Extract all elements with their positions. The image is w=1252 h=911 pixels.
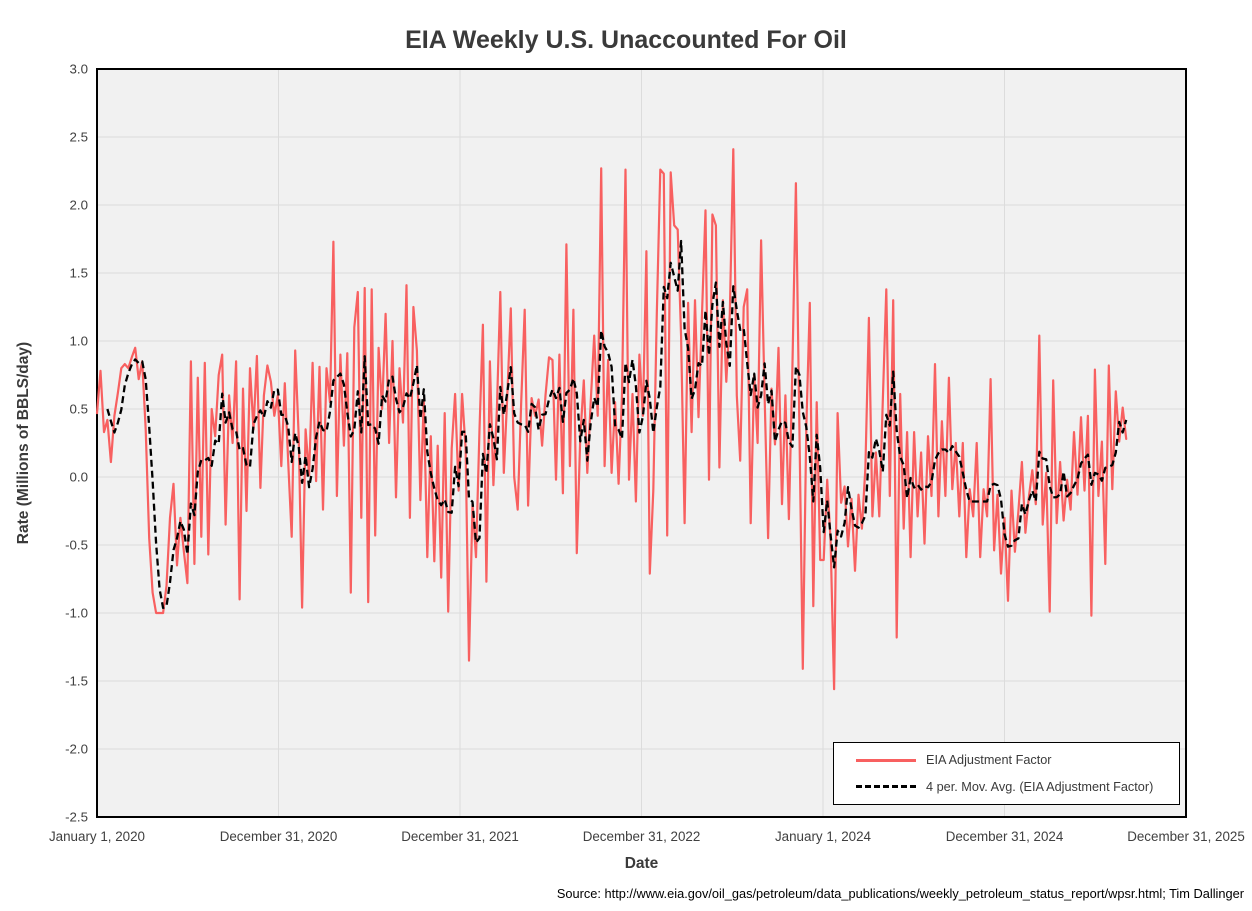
legend-item-adjustment-factor: EIA Adjustment Factor bbox=[834, 753, 1179, 767]
series-4-period-moving-average bbox=[106, 239, 1128, 610]
dashed-black-line-swatch bbox=[856, 785, 916, 789]
y-tick-label: 0.5 bbox=[70, 402, 89, 417]
source-note: Source: http://www.eia.gov/oil_gas/petro… bbox=[556, 886, 1244, 901]
y-tick-label: -1.0 bbox=[65, 606, 88, 621]
y-tick-label: 2.5 bbox=[70, 130, 89, 145]
y-axis-title: Rate (Millions of BBLS/day) bbox=[15, 341, 32, 545]
x-tick-label: December 31, 2022 bbox=[583, 829, 701, 844]
x-tick-label: December 31, 2024 bbox=[946, 829, 1064, 844]
chart-title: EIA Weekly U.S. Unaccounted For Oil bbox=[405, 26, 847, 54]
solid-red-line-swatch bbox=[856, 758, 916, 762]
y-tick-label: -2.5 bbox=[65, 810, 88, 825]
x-tick-label: December 31, 2025 bbox=[1127, 829, 1245, 844]
y-tick-label: 3.0 bbox=[70, 62, 89, 77]
legend-label: 4 per. Mov. Avg. (EIA Adjustment Factor) bbox=[926, 779, 1154, 794]
y-tick-label: 1.5 bbox=[70, 266, 89, 281]
legend: EIA Adjustment Factor 4 per. Mov. Avg. (… bbox=[833, 742, 1180, 805]
x-tick-label: January 1, 2024 bbox=[775, 829, 872, 844]
plot-border bbox=[96, 68, 1187, 818]
legend-item-moving-average: 4 per. Mov. Avg. (EIA Adjustment Factor) bbox=[834, 780, 1179, 794]
x-axis-title: Date bbox=[624, 855, 659, 872]
y-tick-label: -2.0 bbox=[65, 742, 88, 757]
y-tick-label: -0.5 bbox=[65, 538, 88, 553]
x-tick-label: December 31, 2021 bbox=[401, 829, 519, 844]
x-tick-label: December 31, 2020 bbox=[220, 829, 338, 844]
y-tick-label: 0.0 bbox=[70, 470, 89, 485]
y-tick-label: 2.0 bbox=[70, 198, 89, 213]
y-tick-label: -1.5 bbox=[65, 674, 88, 689]
x-tick-label: January 1, 2020 bbox=[49, 829, 145, 844]
series-eia-adjustment-factor bbox=[95, 148, 1128, 691]
legend-label: EIA Adjustment Factor bbox=[926, 753, 1052, 768]
y-tick-label: 1.0 bbox=[70, 334, 89, 349]
